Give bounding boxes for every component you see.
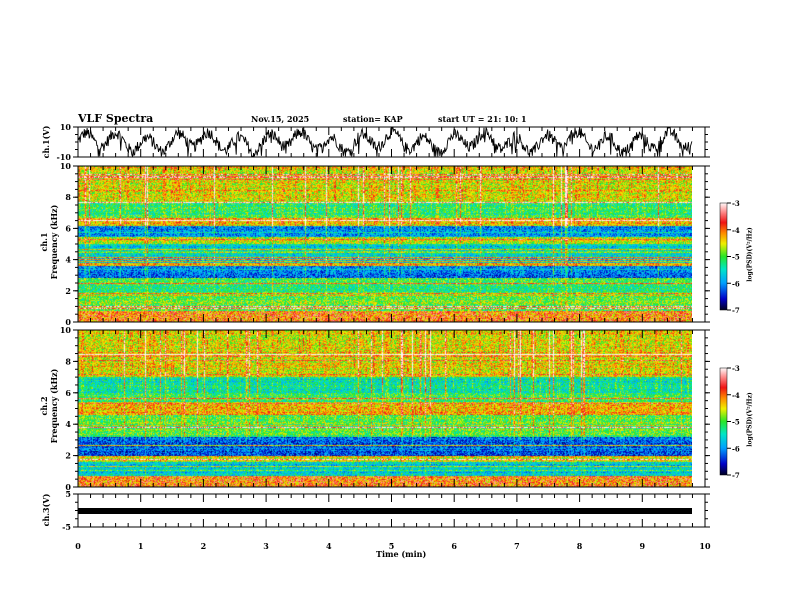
x-tick-label: 8 <box>577 541 583 551</box>
y-tick-label: 0 <box>65 317 71 327</box>
ch1-colorbar <box>720 203 727 310</box>
y-tick-label: -10 <box>57 152 72 162</box>
colorbar-tick-label: -4 <box>732 226 740 235</box>
x-tick-label: 2 <box>201 541 207 551</box>
x-tick-label: 3 <box>263 541 269 551</box>
x-tick-label: 9 <box>640 541 646 551</box>
date-label: Nov.15, 2025 <box>251 114 310 124</box>
y-tick-label: 8 <box>65 356 71 366</box>
ch1-freq-ylabel-line1: ch.1 <box>39 232 49 252</box>
panel-frames <box>77 126 728 528</box>
colorbar-tick-label: -6 <box>732 279 740 288</box>
y-tick-label: -5 <box>62 522 71 532</box>
colorbar-tick-label: -7 <box>732 306 740 315</box>
ch1-spectrogram <box>78 166 692 322</box>
x-tick-label: 4 <box>326 541 332 551</box>
x-tick-label: 7 <box>514 541 520 551</box>
y-tick-label: 8 <box>65 192 71 202</box>
colorbar-tick-label: -4 <box>732 391 740 400</box>
colorbar-tick-label: -5 <box>732 418 740 427</box>
colorbar-tick-label: -6 <box>732 444 740 453</box>
ch2-spectrogram <box>78 330 692 487</box>
y-tick-label: 10 <box>60 122 72 132</box>
ch1-waveform-line <box>77 126 693 158</box>
y-tick-label: 6 <box>65 223 71 233</box>
ch1-waveform-path <box>77 126 693 158</box>
tick-marks <box>73 126 731 528</box>
x-tick-label: 6 <box>451 541 457 551</box>
ch2-freq-ylabel-line2: Frequency (kHz) <box>49 368 59 444</box>
x-tick-label: 10 <box>699 541 711 551</box>
x-axis-label: Time (min) <box>376 549 427 559</box>
station-label: station= KAP <box>343 114 403 124</box>
ch2-colorbar <box>720 368 727 475</box>
x-tick-label: 5 <box>389 541 395 551</box>
y-tick-label: 2 <box>65 286 71 296</box>
ch1-volt-ylabel: ch.1(V) <box>41 125 51 159</box>
panel-frame <box>77 329 706 488</box>
colorbar-tick-label: -5 <box>732 253 740 262</box>
colorbar-frame <box>719 202 728 311</box>
ch3-constant-band <box>78 508 692 514</box>
ch1-freq-ylabel-line2: Frequency (kHz) <box>49 204 59 280</box>
figure-title: VLF Spectra <box>78 112 154 125</box>
ch2-freq-ylabel-line1: ch.2 <box>39 396 49 416</box>
y-tick-label: 4 <box>65 255 71 265</box>
colorbar-tick-label: -3 <box>732 364 740 373</box>
x-tick-label: 0 <box>75 541 81 551</box>
x-tick-label: 1 <box>138 541 144 551</box>
ch3-volt-ylabel: ch.3(V) <box>41 493 51 527</box>
colorbar-frame <box>719 367 728 476</box>
y-tick-label: 4 <box>65 419 71 429</box>
y-tick-label: 0 <box>65 482 71 492</box>
y-tick-label: 2 <box>65 451 71 461</box>
ch2-colorbar-label: log(PSD)(V²/Hz) <box>746 392 754 447</box>
y-tick-label: 5 <box>65 489 71 499</box>
y-tick-label: 10 <box>60 325 72 335</box>
colorbar-tick-label: -7 <box>732 471 740 480</box>
ch1-freq-ylabel: ch.1 Frequency (kHz) <box>39 187 59 297</box>
ch1-colorbar-label: log(PSD)(V²/Hz) <box>746 227 754 282</box>
panel-frame <box>77 165 706 323</box>
colorbar-tick-label: -3 <box>732 199 740 208</box>
y-tick-label: 6 <box>65 388 71 398</box>
ch2-freq-ylabel: ch.2 Frequency (kHz) <box>39 351 59 461</box>
start-ut-label: start UT = 21: 10: 1 <box>438 114 527 124</box>
y-tick-label: 10 <box>60 161 72 171</box>
